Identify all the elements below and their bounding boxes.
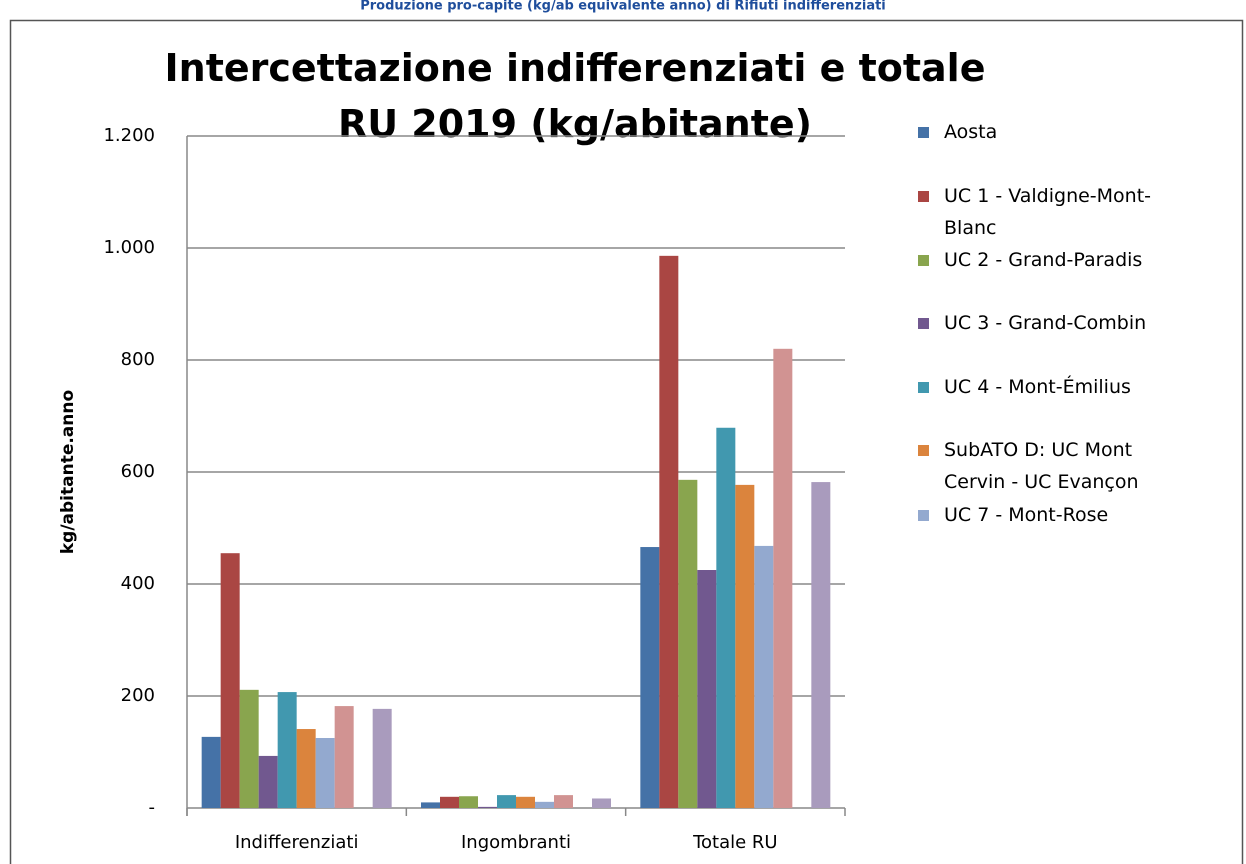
legend-swatch [918,191,929,202]
chart-title: Intercettazione indifferenziati e totale… [164,46,986,146]
bar [315,738,335,808]
legend-label: SubATO D: UC Mont Cervin - UC Evançon [944,439,1139,493]
bar [554,795,573,808]
y-tick-label: - [149,797,156,818]
bar [497,795,516,808]
bar [716,427,736,808]
x-tick-label: Totale RU [692,832,778,853]
bar [220,553,240,808]
y-tick-label: 200 [121,685,155,706]
legend-label: Aosta [944,121,998,143]
legend-item: UC 2 - Grand-Paradis [918,244,1188,276]
bar [678,479,698,808]
legend-swatch [918,445,929,456]
title-box: Intercettazione indifferenziati e totale… [164,46,986,146]
legend-swatch [918,382,929,393]
x-tick-label: Ingombranti [461,832,571,853]
legend-swatch [918,318,929,329]
legend-label: UC 3 - Grand-Combin [944,312,1147,334]
legend-swatch [918,510,929,521]
bar [459,796,478,808]
legend-item: Aosta [918,116,1188,148]
legend-label: UC 2 - Grand-Paradis [944,249,1143,271]
bar [239,689,259,808]
bar [478,806,497,808]
x-tick-label: Indifferenziati [235,832,359,853]
legend-label: UC 1 - Valdigne-Mont-Blanc [944,185,1152,239]
bar [592,798,611,808]
bar [516,796,535,808]
legend-label: UC 7 - Mont-Rose [944,504,1109,526]
legend-label: UC 4 - Mont-Émilius [944,376,1131,398]
legend-swatch [918,127,929,138]
bar [773,348,793,808]
bar [277,692,297,808]
legend-item: UC 1 - Valdigne-Mont-Blanc [918,180,1188,244]
y-tick-label: 1.200 [103,125,155,146]
bar [372,708,392,808]
bar [640,547,660,808]
bar [334,706,354,808]
bar [535,801,554,808]
bar [735,484,755,808]
y-axis-label: kg/abitante.anno [58,390,78,554]
bar [754,545,774,808]
legend-item: SubATO D: UC Mont Cervin - UC Evançon [918,434,1188,498]
legend-item: UC 3 - Grand-Combin [918,307,1188,339]
bar [811,482,831,808]
bar [258,755,278,808]
legend-item: UC 4 - Mont-Émilius [918,371,1188,403]
bar [659,255,679,809]
y-tick-label: 800 [121,349,155,370]
bar [440,796,459,808]
y-tick-label: 1.000 [103,237,155,258]
page-header: Produzione pro-capite (kg/ab equivalente… [360,0,886,14]
bar [421,802,440,808]
y-tick-label: 400 [121,573,155,594]
bar [697,570,717,808]
bar [296,729,316,808]
y-tick-label: 600 [121,461,155,482]
legend-item: UC 7 - Mont-Rose [918,499,1188,531]
chart-frame [9,19,1244,864]
legend-swatch [918,255,929,266]
bar [201,736,221,808]
